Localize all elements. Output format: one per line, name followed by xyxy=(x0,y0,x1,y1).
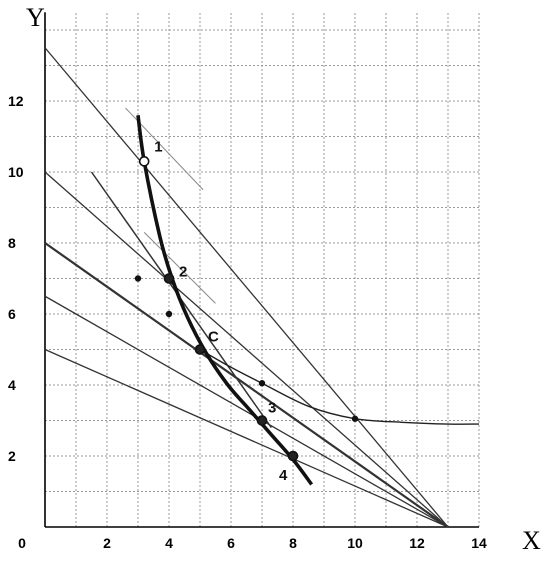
labeled-point xyxy=(138,156,150,167)
x-tick-label: 2 xyxy=(103,535,111,551)
point-label: C xyxy=(208,329,219,346)
chart-points: 1 2 C 3 4 xyxy=(134,138,359,484)
tangent-segment xyxy=(143,231,216,304)
point-label: 3 xyxy=(268,400,276,417)
y-tick-label: 8 xyxy=(8,235,16,251)
budget-line xyxy=(44,348,449,528)
x-tick-label: 4 xyxy=(165,535,173,551)
x-tick-label: 0 xyxy=(18,535,26,551)
x-tick-label: 12 xyxy=(409,535,425,551)
y-tick-label: 12 xyxy=(8,93,24,109)
budget-line xyxy=(44,171,449,528)
labeled-point xyxy=(163,273,175,284)
x-tick-label: 8 xyxy=(289,535,297,551)
point-label: 4 xyxy=(279,467,288,484)
thick-curve xyxy=(136,114,314,486)
thin-curve xyxy=(199,348,480,425)
budget-line xyxy=(44,242,449,528)
point-label: 2 xyxy=(179,264,187,281)
data-point xyxy=(134,275,142,282)
y-tick-label: 6 xyxy=(8,306,16,322)
chart-curves xyxy=(136,114,480,486)
budget-line xyxy=(44,295,449,528)
grid xyxy=(44,12,480,528)
x-tick-label: 14 xyxy=(471,535,487,551)
chart-lines xyxy=(44,47,449,528)
y-axis-label: Y xyxy=(26,3,45,32)
data-point xyxy=(165,310,173,318)
data-point xyxy=(258,380,266,387)
labeled-point xyxy=(194,344,206,355)
budget-line xyxy=(44,47,449,528)
point-label: 1 xyxy=(154,138,162,155)
x-tick-label: 6 xyxy=(227,535,235,551)
y-tick-label: 10 xyxy=(8,164,24,180)
labeled-point xyxy=(256,415,268,426)
x-axis-label: X xyxy=(522,526,541,555)
data-point xyxy=(351,415,359,422)
y-tick-label: 4 xyxy=(8,377,16,393)
x-tick-label: 10 xyxy=(347,535,363,551)
labeled-point xyxy=(287,450,299,462)
y-tick-label: 2 xyxy=(8,448,16,464)
